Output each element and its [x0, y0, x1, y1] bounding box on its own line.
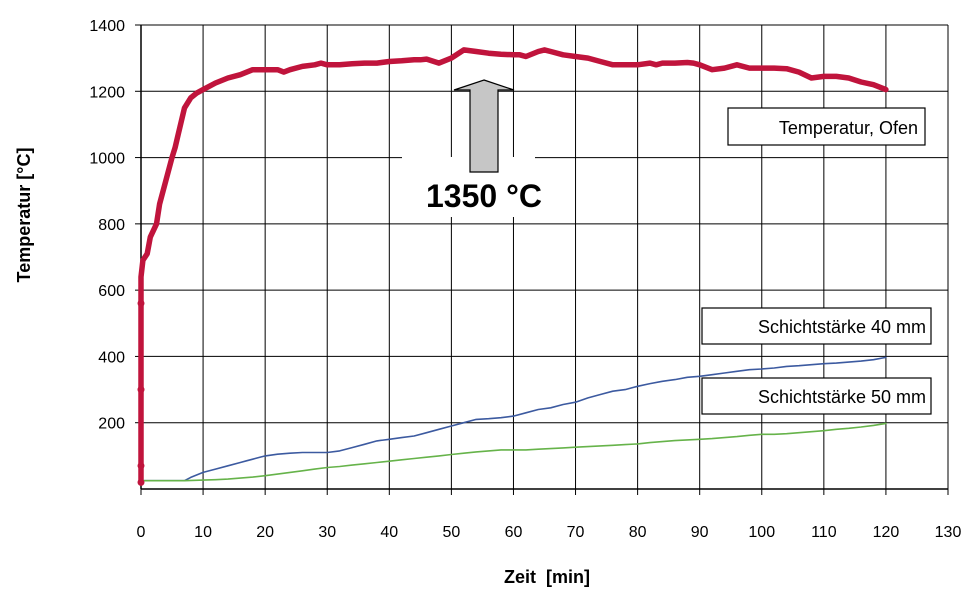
series-label-40mm: Schichtstärke 40 mm	[701, 307, 932, 345]
y-tick-label: 400	[98, 349, 125, 366]
peak-annotation: 1350 °C	[402, 79, 542, 217]
x-tick-label: 40	[380, 524, 398, 541]
y-tick-label: 1400	[89, 18, 125, 35]
data-point-marker	[137, 478, 145, 486]
x-tick-label: 110	[811, 524, 837, 541]
series-line-furnace	[138, 47, 889, 486]
x-tick-label: 90	[691, 524, 709, 541]
series-label-text: Schichtstärke 40 mm	[758, 317, 926, 337]
x-tick-label: 80	[629, 524, 647, 541]
y-tick-label: 200	[98, 416, 125, 433]
y-tick-label: 600	[98, 283, 125, 300]
tick-labels: 200 400 600 800 1000 1200 1400 0 10 20 30 40 50 60 70 8…	[89, 18, 961, 541]
x-tick-label: 100	[748, 524, 775, 541]
x-tick-label: 60	[505, 524, 523, 541]
series-label-text: Schichtstärke 50 mm	[758, 387, 926, 407]
series-label-box	[701, 377, 932, 415]
series-lines	[137, 47, 889, 486]
data-point-marker	[137, 462, 145, 470]
x-tick-label: 30	[318, 524, 336, 541]
series-label-box	[727, 107, 926, 146]
x-tick-label: 0	[137, 524, 146, 541]
y-tick-label: 1000	[89, 151, 125, 168]
data-point-marker	[137, 299, 145, 307]
series-line-50mm	[140, 422, 887, 482]
x-tick-label: 50	[442, 524, 460, 541]
up-arrow-icon	[453, 79, 515, 173]
x-tick-label: 20	[256, 524, 274, 541]
x-tick-label: 70	[567, 524, 585, 541]
series-label-text: Temperatur, Ofen	[779, 118, 918, 138]
peak-label-background	[402, 157, 535, 217]
x-tick-label: 120	[873, 524, 900, 541]
x-tick-label: 10	[194, 524, 212, 541]
series-label-box	[701, 307, 932, 345]
series-label-furnace: Temperatur, Ofen	[727, 107, 926, 146]
y-tick-label: 800	[98, 217, 125, 234]
series-label-50mm: Schichtstärke 50 mm	[701, 377, 932, 415]
y-axis-title: Temperatur [°C]	[14, 148, 34, 283]
x-tick-label: 130	[935, 524, 962, 541]
peak-label: 1350 °C	[426, 178, 542, 214]
series-line-40mm	[140, 356, 887, 482]
data-point-marker	[137, 386, 145, 394]
y-tick-label: 1200	[89, 84, 125, 101]
x-axis-title: Zeit [min]	[504, 567, 590, 587]
